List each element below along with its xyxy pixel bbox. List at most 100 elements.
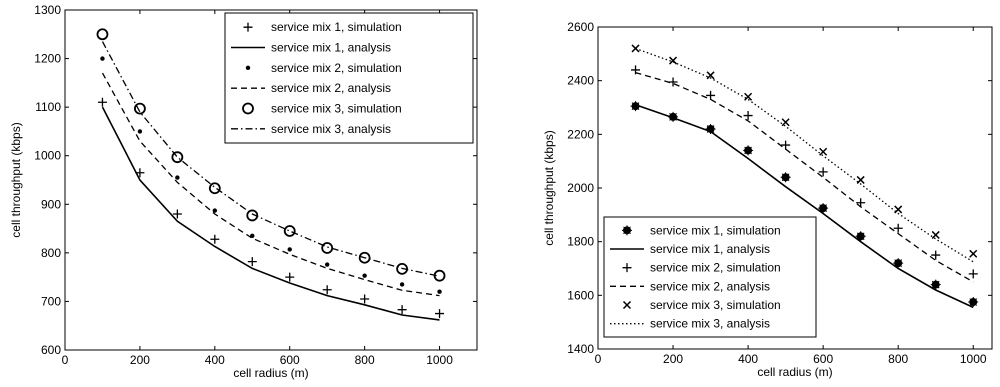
series-line (635, 104, 974, 309)
data-point (968, 297, 979, 308)
data-point (781, 140, 791, 150)
y-axis-label: cell throughput (kbps) (9, 122, 23, 237)
data-point (362, 273, 367, 278)
legend-marker (622, 300, 632, 310)
x-tick-label: 0 (62, 353, 69, 367)
x-tick-label: 600 (280, 353, 300, 367)
data-point (247, 257, 257, 267)
data-point (435, 309, 445, 319)
data-point (360, 294, 370, 304)
data-point (706, 90, 716, 100)
legend: service mix 1, simulation service mix 1, … (224, 12, 474, 144)
series-4 (635, 71, 974, 283)
legend-entry: service mix 1, simulation (271, 20, 402, 34)
data-point (210, 234, 220, 244)
y-tick-label: 1800 (567, 235, 594, 249)
legend-entry: service mix 1, analysis (271, 41, 391, 55)
data-point (287, 247, 292, 252)
y-tick-label: 1100 (35, 100, 61, 114)
series-3 (631, 65, 978, 279)
chart-left: 0 200 400 600 800 1000 600 700 800 900 1000 1100 120… (9, 3, 478, 380)
x-tick-label: 200 (130, 353, 150, 367)
data-point (893, 223, 903, 233)
x-axis-label: cell radius (m) (757, 365, 832, 379)
data-point (208, 182, 221, 195)
data-point (285, 272, 295, 282)
y-tick-label: 800 (41, 246, 61, 260)
data-point (705, 123, 716, 134)
legend-marker (622, 225, 632, 236)
legend-entry: service mix 3, simulation (271, 102, 402, 116)
y-tick-label: 2000 (567, 181, 594, 195)
legend-box (224, 12, 474, 144)
data-point (818, 167, 828, 177)
y-tick-label: 700 (41, 294, 61, 308)
data-point (894, 205, 903, 214)
x-tick-label: 0 (595, 352, 602, 366)
data-point (246, 209, 259, 222)
x-tick-label: 800 (355, 353, 375, 367)
data-point (358, 251, 371, 264)
legend-entry: service mix 1, simulation (650, 223, 781, 237)
legend-marker (622, 263, 632, 273)
legend-box (603, 216, 817, 338)
data-point (397, 305, 407, 315)
data-point (322, 285, 332, 295)
data-point (743, 145, 754, 156)
legend-marker (245, 65, 251, 71)
y-tick-label: 1600 (567, 288, 594, 302)
series-2 (101, 106, 440, 321)
data-point (175, 175, 180, 180)
x-tick-label: 200 (663, 352, 683, 366)
y-tick-label: 900 (41, 197, 61, 211)
legend-marker (243, 22, 253, 32)
legend: service mix 1, simulation service mix 1, … (603, 216, 817, 338)
y-tick-label: 2400 (567, 74, 594, 88)
data-point (172, 209, 182, 219)
data-point (137, 129, 143, 134)
legend-entry: service mix 2, simulation (650, 261, 781, 275)
data-point (171, 151, 184, 164)
data-point (212, 208, 218, 213)
x-tick-label: 800 (888, 352, 908, 366)
data-point (781, 118, 790, 127)
data-point (283, 225, 296, 237)
y-tick-label: 2200 (567, 127, 594, 141)
data-point (930, 279, 941, 290)
legend-entry: service mix 3, analysis (271, 122, 391, 136)
legend-entry: service mix 3, analysis (650, 317, 770, 331)
data-point (819, 147, 828, 156)
series-1 (97, 97, 445, 319)
data-point (399, 282, 405, 287)
series-line (635, 47, 974, 263)
chart-right: 0 200 400 600 800 1000 1400 1600 1800 2000 2200 240… (542, 20, 993, 379)
data-point (856, 175, 865, 184)
series-2 (635, 104, 974, 309)
series-line (101, 41, 440, 277)
data-point (134, 102, 146, 115)
x-tick-label: 400 (205, 353, 225, 367)
x-axis-label: cell radius (m) (233, 366, 308, 380)
x-tick-label: 1000 (426, 353, 453, 367)
series-line (101, 72, 440, 297)
series-6 (101, 41, 440, 277)
x-tick-label: 600 (813, 352, 833, 366)
y-tick-label: 1000 (34, 149, 61, 163)
data-point (96, 28, 109, 41)
y-tick-label: 2600 (567, 20, 594, 34)
data-point (931, 250, 941, 260)
y-tick-label: 1200 (34, 52, 61, 66)
legend-entry: service mix 3, simulation (650, 298, 781, 312)
series-line (101, 106, 440, 321)
data-point (630, 101, 641, 112)
y-tick-label: 600 (41, 343, 61, 357)
y-tick-label: 1300 (34, 3, 61, 17)
legend-entry: service mix 2, simulation (271, 61, 402, 75)
data-point (818, 203, 829, 214)
data-point (893, 258, 904, 269)
data-point (780, 172, 791, 183)
series-5 (96, 28, 446, 282)
data-point (743, 111, 753, 121)
data-point (744, 92, 753, 101)
